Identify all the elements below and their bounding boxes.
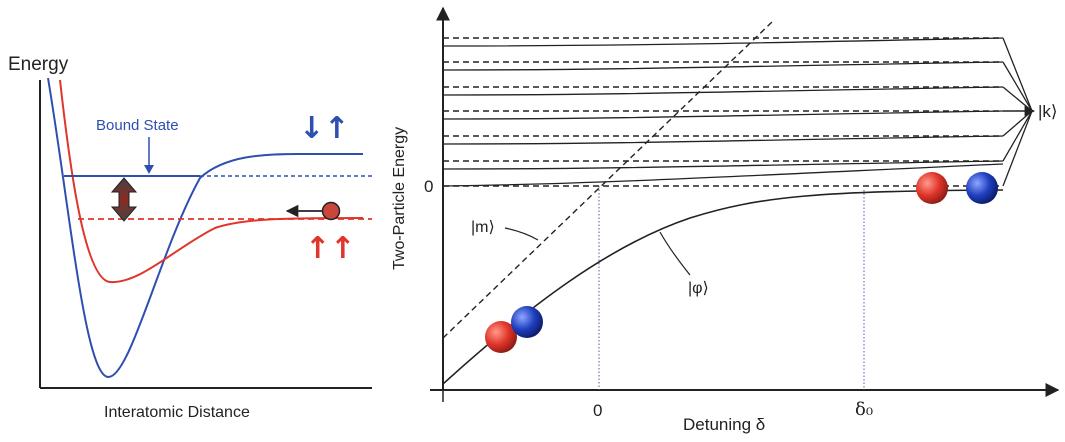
right-panel: Two-Particle Energy Detuning δ 0 0 δ₀: [391, 6, 1060, 434]
continuum-solid-levels: [442, 37, 1004, 187]
free-red-atom: [916, 172, 948, 204]
molecule-blue-atom: [511, 306, 543, 338]
molecule-atom-pair: [485, 306, 543, 353]
x-tick-delta0: δ₀: [855, 399, 873, 420]
state-m-label: |m⟩: [471, 219, 495, 236]
free-blue-atom: [966, 172, 998, 204]
incoming-atom: [321, 201, 341, 221]
bound-state-label: Bound State: [96, 117, 179, 134]
x-tick-zero: 0: [593, 401, 602, 420]
right-x-axis-label: Detuning δ: [683, 415, 765, 434]
molecule-red-atom: [485, 321, 517, 353]
coupling-double-arrow: [110, 177, 138, 222]
spin-red-label: ↑↑: [305, 231, 355, 266]
state-phi-label: |φ⟩: [688, 280, 709, 297]
left-panel: Energy Interatomic Distance Bound State …: [8, 54, 372, 421]
y-tick-zero: 0: [424, 177, 433, 196]
bound-state-pointer-head: [144, 165, 154, 174]
left-x-axis-label: Interatomic Distance: [104, 404, 250, 421]
state-k-label: |k⟩: [1038, 102, 1058, 121]
spin-blue-label: ↓↑: [299, 111, 349, 146]
left-y-axis-label: Energy: [8, 54, 69, 75]
continuum-dashed-levels: [443, 37, 1003, 187]
molecular-state-line: [442, 21, 773, 339]
state-m-pointer: [504, 227, 539, 241]
dressed-bound-state-curve: [442, 189, 1004, 385]
continuum-fan: [1002, 37, 1033, 187]
free-atom-pair: [916, 172, 998, 204]
blue-potential-curve: [47, 77, 363, 379]
state-phi-pointer: [659, 231, 691, 276]
right-y-axis-label: Two-Particle Energy: [391, 127, 408, 270]
